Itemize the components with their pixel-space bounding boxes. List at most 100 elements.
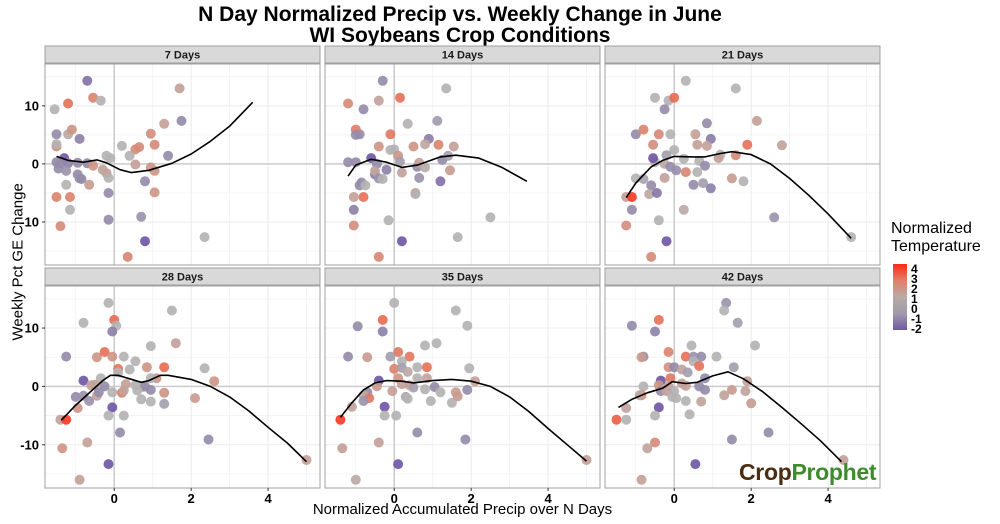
legend-color-bar bbox=[893, 264, 907, 330]
data-point bbox=[65, 192, 75, 202]
data-point bbox=[118, 351, 129, 362]
data-point bbox=[145, 396, 156, 407]
smooth-trend-line bbox=[60, 374, 308, 463]
data-point bbox=[659, 172, 670, 183]
legend-title: Normalized Temperature bbox=[891, 220, 1000, 256]
data-point bbox=[644, 189, 655, 200]
data-point bbox=[450, 387, 461, 398]
data-point bbox=[97, 164, 108, 175]
data-point bbox=[358, 396, 369, 406]
data-point bbox=[408, 141, 419, 152]
data-point bbox=[99, 347, 110, 357]
data-point bbox=[421, 362, 432, 373]
data-point bbox=[408, 382, 419, 393]
y-tick-label: 10 bbox=[25, 321, 39, 336]
facet-strip-label: 42 Days bbox=[722, 272, 764, 284]
data-point bbox=[445, 165, 455, 176]
data-point bbox=[88, 92, 99, 103]
data-point bbox=[51, 139, 62, 150]
data-point bbox=[301, 455, 312, 465]
data-point bbox=[414, 172, 425, 183]
data-point bbox=[51, 192, 62, 202]
data-point bbox=[159, 118, 170, 129]
smooth-trend-line bbox=[56, 101, 254, 174]
data-point bbox=[385, 351, 396, 362]
data-point bbox=[130, 356, 141, 367]
data-point bbox=[65, 204, 75, 215]
data-point bbox=[671, 393, 682, 404]
data-point bbox=[103, 459, 114, 470]
data-point bbox=[696, 396, 707, 407]
data-point bbox=[343, 98, 354, 109]
data-point bbox=[626, 192, 637, 202]
data-point bbox=[642, 443, 653, 454]
data-point bbox=[55, 221, 66, 232]
data-point bbox=[763, 427, 774, 438]
data-point bbox=[362, 352, 373, 363]
data-point bbox=[74, 474, 85, 485]
smooth-trend-line bbox=[625, 150, 852, 239]
x-tick-label: 0 bbox=[671, 491, 678, 506]
data-point bbox=[671, 165, 682, 176]
data-point bbox=[402, 118, 413, 129]
data-point bbox=[441, 83, 452, 94]
smooth-trend-line bbox=[618, 371, 843, 463]
facet-strip bbox=[604, 45, 881, 64]
data-point bbox=[176, 115, 187, 126]
data-point bbox=[646, 180, 657, 191]
data-point bbox=[145, 384, 156, 395]
data-point bbox=[746, 398, 757, 409]
data-point bbox=[412, 373, 423, 384]
data-point bbox=[350, 474, 361, 485]
data-point bbox=[103, 188, 114, 198]
data-point bbox=[450, 305, 461, 316]
facet-strip bbox=[604, 267, 881, 286]
data-point bbox=[621, 403, 632, 413]
facet-strip-label: 28 Days bbox=[162, 272, 204, 284]
x-axis-label: Normalized Accumulated Precip over N Day… bbox=[312, 501, 613, 518]
data-point bbox=[669, 92, 680, 103]
data-point bbox=[82, 75, 93, 86]
data-point bbox=[74, 133, 85, 144]
facet-strip-label: 7 Days bbox=[165, 50, 200, 62]
data-point bbox=[389, 363, 400, 374]
data-point bbox=[103, 297, 114, 308]
data-point bbox=[358, 104, 369, 115]
data-point bbox=[738, 176, 749, 187]
data-point bbox=[49, 104, 60, 115]
data-point bbox=[700, 384, 710, 395]
data-point bbox=[159, 362, 170, 373]
data-point bbox=[653, 215, 664, 226]
panel-border bbox=[324, 285, 601, 489]
legend-title-text: Normalized Temperature bbox=[891, 220, 981, 255]
data-point bbox=[84, 396, 95, 406]
data-point bbox=[433, 139, 444, 150]
data-point bbox=[694, 361, 705, 371]
data-point bbox=[61, 179, 72, 190]
chart-title: N Day Normalized Precip vs. Weekly Chang… bbox=[198, 3, 722, 26]
y-tick-label: -10 bbox=[20, 215, 39, 230]
y-tick-label: 10 bbox=[25, 98, 39, 113]
data-point bbox=[107, 351, 118, 362]
data-point bbox=[696, 351, 707, 362]
data-point bbox=[678, 153, 689, 164]
data-point bbox=[393, 459, 404, 470]
data-point bbox=[149, 139, 160, 150]
data-point bbox=[66, 124, 77, 135]
data-point bbox=[680, 351, 691, 362]
data-point bbox=[650, 410, 660, 421]
data-point bbox=[719, 305, 730, 316]
data-point bbox=[462, 320, 473, 331]
data-point bbox=[118, 410, 129, 421]
panel-border bbox=[604, 63, 881, 266]
data-point bbox=[145, 128, 156, 139]
panel-border bbox=[44, 285, 321, 489]
x-tick-label: 2 bbox=[188, 491, 195, 506]
data-point bbox=[412, 362, 423, 373]
panel-border bbox=[604, 285, 881, 489]
data-point bbox=[82, 437, 93, 448]
legend-tick-label: 0 bbox=[911, 302, 918, 316]
data-point bbox=[611, 414, 622, 425]
data-point bbox=[107, 402, 118, 413]
